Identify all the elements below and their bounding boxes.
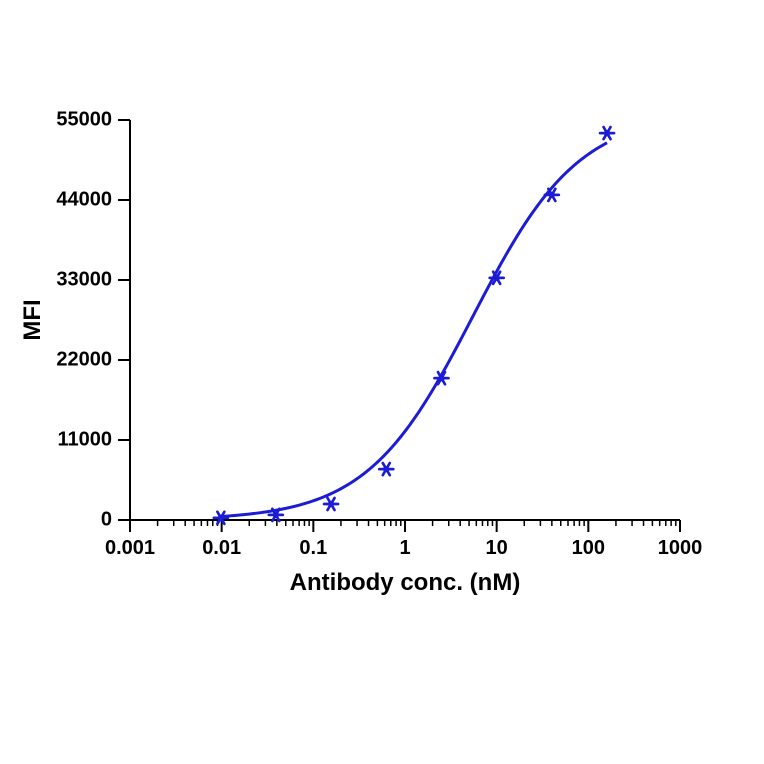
x-tick-label: 100 bbox=[572, 537, 605, 559]
data-point bbox=[379, 463, 393, 475]
chart-svg: 011000220003300044000550000.0010.010.111… bbox=[0, 0, 764, 764]
y-tick-label: 55000 bbox=[56, 108, 112, 130]
y-tick-label: 22000 bbox=[56, 348, 112, 370]
data-point bbox=[324, 498, 338, 510]
x-tick-label: 1 bbox=[399, 537, 410, 559]
x-axis-label: Antibody conc. (nM) bbox=[290, 569, 521, 596]
x-tick-label: 10 bbox=[486, 537, 508, 559]
x-tick-label: 0.01 bbox=[202, 537, 241, 559]
x-tick-label: 0.1 bbox=[299, 537, 327, 559]
y-axis-label: MFI bbox=[19, 299, 46, 340]
chart-container: 011000220003300044000550000.0010.010.111… bbox=[0, 0, 764, 764]
y-tick-label: 44000 bbox=[56, 188, 112, 210]
x-tick-label: 0.001 bbox=[105, 537, 155, 559]
data-point bbox=[600, 127, 614, 139]
y-tick-label: 0 bbox=[101, 508, 112, 530]
data-point bbox=[545, 189, 559, 201]
x-tick-label: 1000 bbox=[658, 537, 703, 559]
y-tick-label: 11000 bbox=[57, 428, 112, 450]
y-tick-label: 33000 bbox=[56, 268, 112, 290]
